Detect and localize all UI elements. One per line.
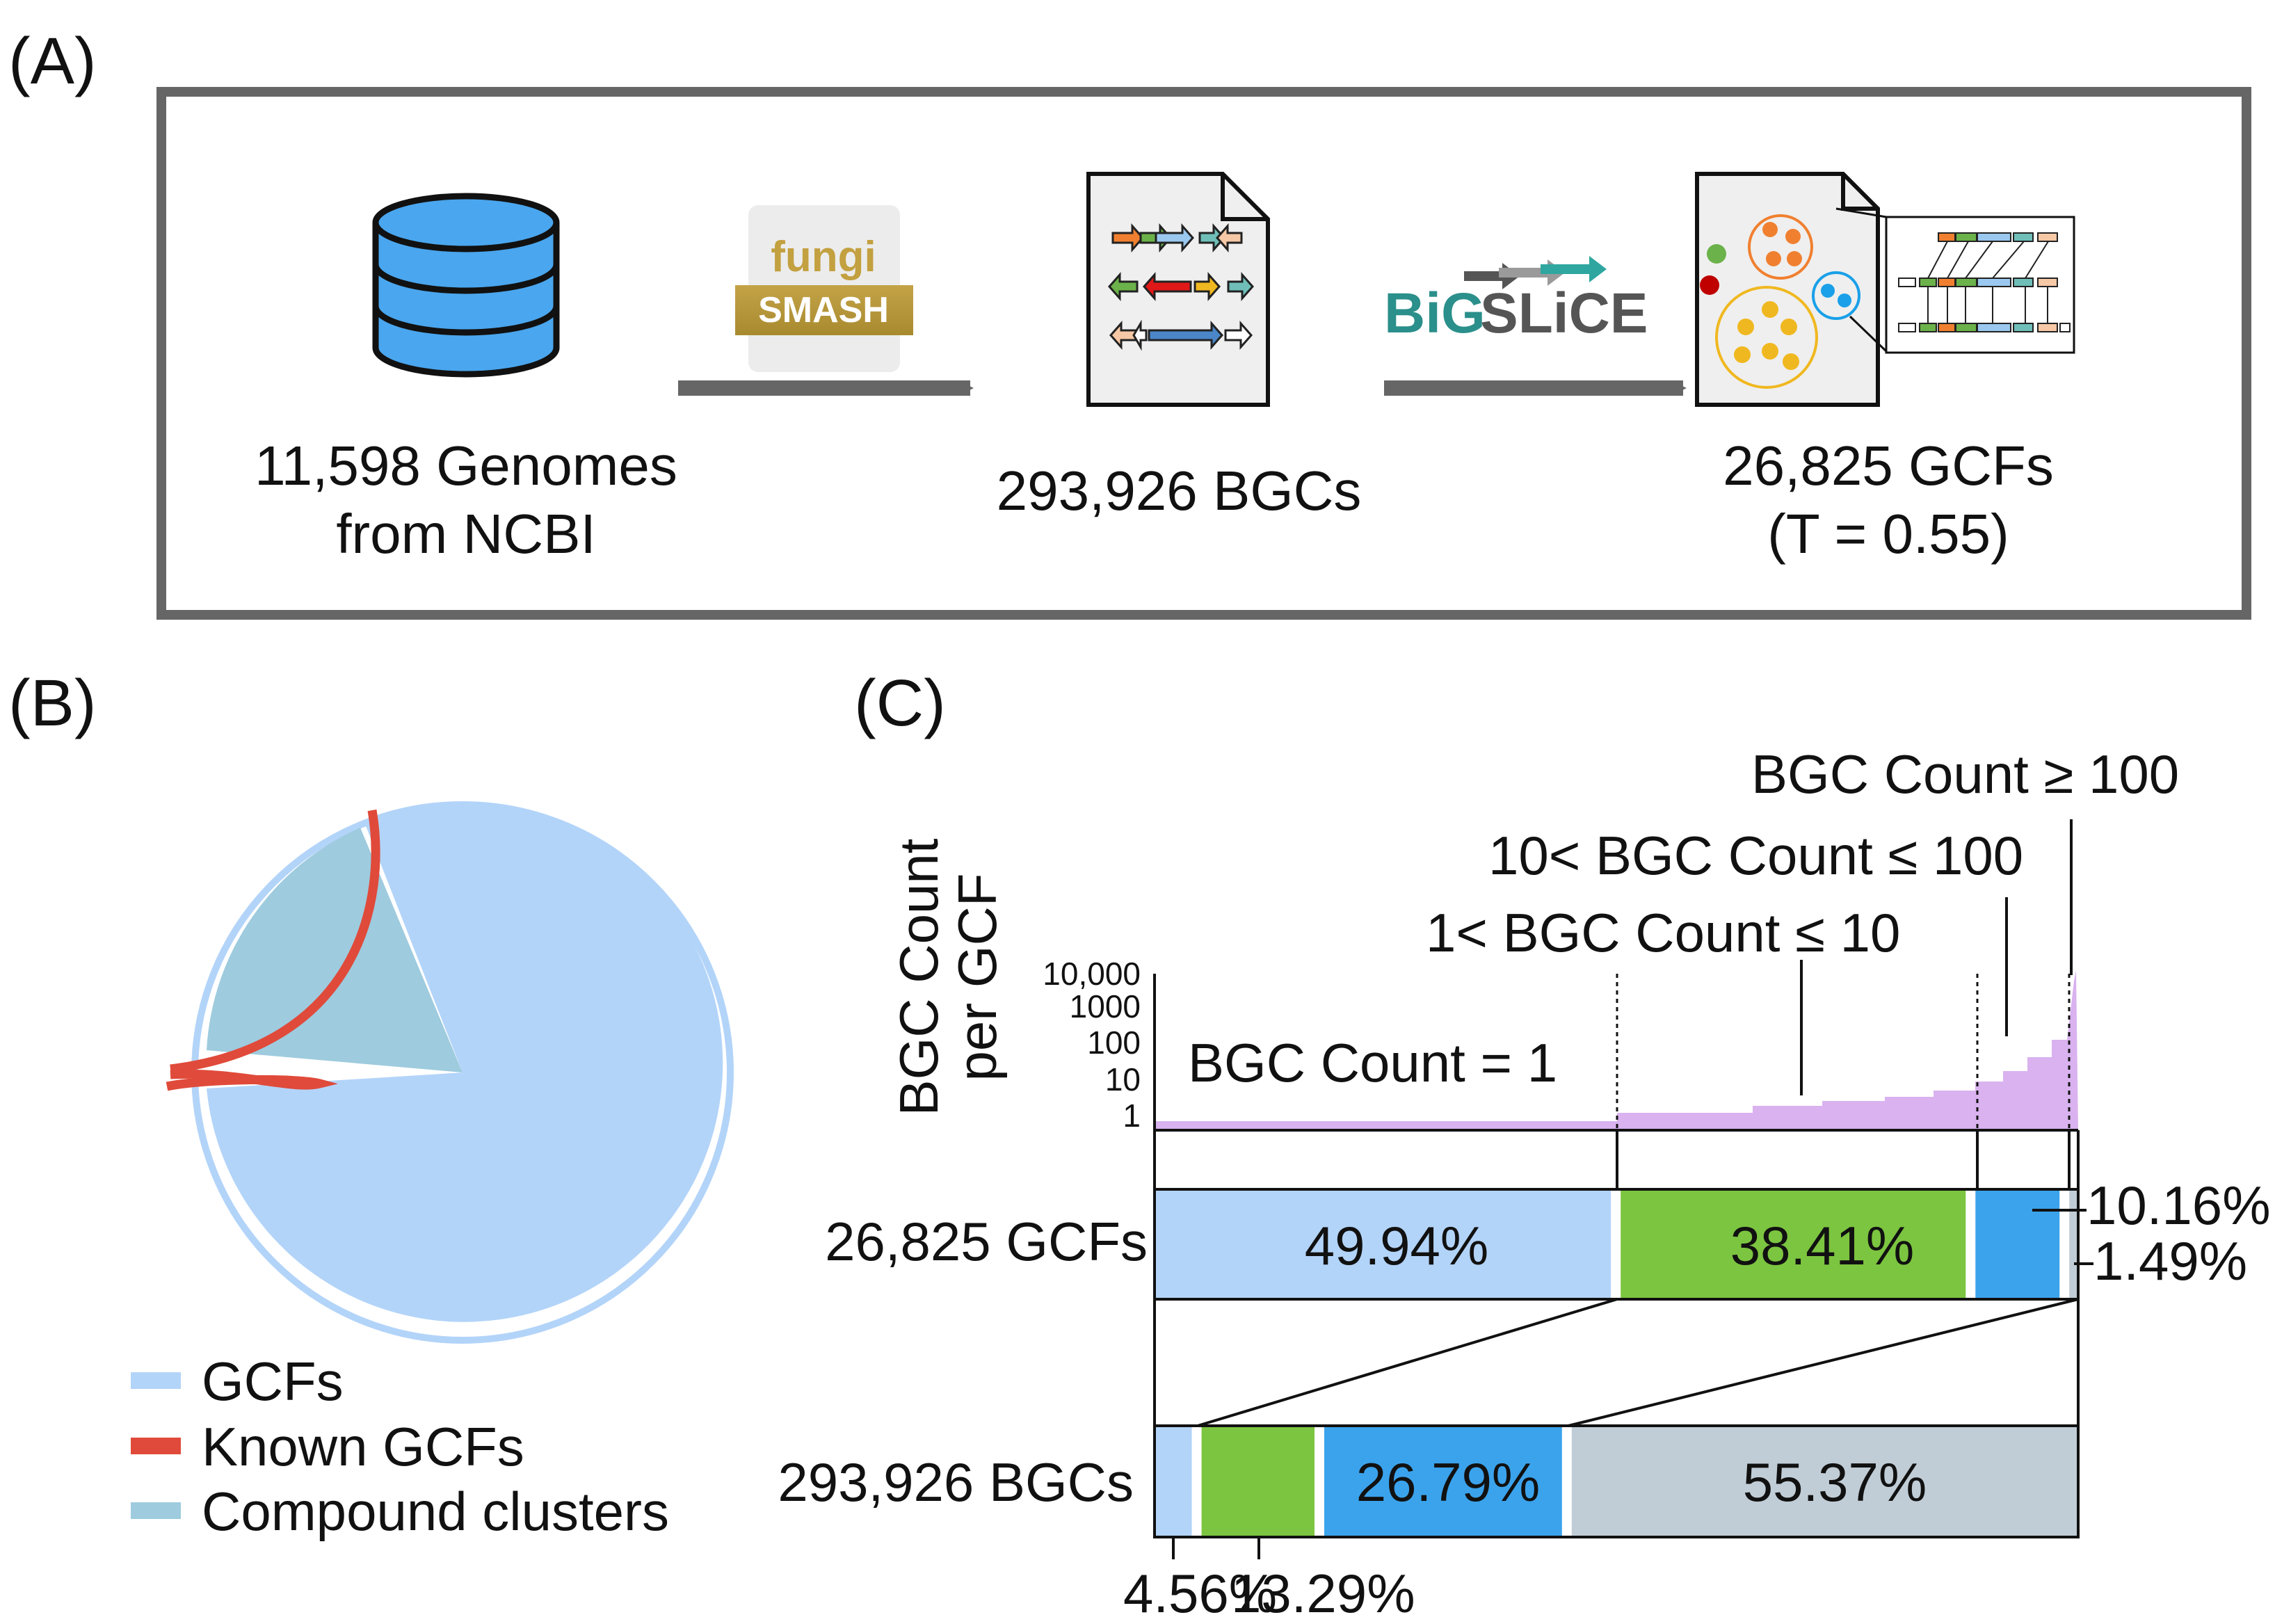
ylabel-line1: BGC Count bbox=[888, 838, 949, 1116]
ytick-10000: 10,000 bbox=[1043, 956, 1141, 992]
aligned-gene-rows bbox=[1898, 232, 2071, 332]
gcf-pct-b: 38.41% bbox=[1730, 1215, 1915, 1276]
legend-label-compound-clusters: Compound clusters bbox=[202, 1481, 669, 1542]
gcf-pct-d: 1.49% bbox=[2093, 1230, 2247, 1292]
pie-chart bbox=[166, 801, 734, 1344]
panel-a-label: (A) bbox=[8, 24, 97, 98]
category-label-ge100: BGC Count ≥ 100 bbox=[1751, 743, 2179, 805]
bgc-bar-segment-3 bbox=[1319, 1426, 1567, 1537]
bgc-bar-segment-1 bbox=[1155, 1426, 1197, 1537]
ytick-1000: 1000 bbox=[1070, 988, 1141, 1024]
bgcs-label: 293,926 BGCs bbox=[997, 460, 1362, 522]
gcf-pct-c: 10.16% bbox=[2087, 1175, 2271, 1236]
fungismash-logo-line1: fungi bbox=[771, 233, 876, 281]
legend-swatch-compound-clusters bbox=[131, 1502, 181, 1519]
mapping-lines bbox=[1153, 1298, 2080, 1427]
panel-a: (A) 11,598 Genomes from NCBI fungi SMASH bbox=[8, 24, 2251, 620]
category-label-1to10: 1< BGC Count ≤ 10 bbox=[1426, 902, 1900, 963]
category-label-eq1: BGC Count = 1 bbox=[1188, 1032, 1557, 1093]
gcf-bar-segment-2 bbox=[1616, 1189, 1971, 1299]
legend-label-known-gcfs: Known GCFs bbox=[202, 1416, 524, 1477]
bgc-row-label: 293,926 BGCs bbox=[778, 1452, 1134, 1513]
fungismash-logo-line2: SMASH bbox=[758, 290, 889, 330]
pie-legend: GCFs Known GCFs Compound clusters bbox=[131, 1351, 669, 1542]
bgc-bar-frame bbox=[1153, 1424, 2080, 1538]
gcfs-label-line1: 26,825 GCFs bbox=[1723, 435, 2054, 497]
gcf-pct-a: 49.94% bbox=[1305, 1215, 1489, 1276]
pie-slice-compound-clusters bbox=[207, 828, 463, 1072]
gene-arrows bbox=[1107, 223, 1255, 351]
bgc-pct-d: 55.37% bbox=[1743, 1452, 1927, 1513]
workflow-frame bbox=[156, 87, 2251, 620]
genomes-label-line1: 11,598 Genomes bbox=[255, 435, 677, 497]
legend-swatch-gcfs bbox=[131, 1372, 181, 1389]
bgc-bar-segment-4 bbox=[1566, 1426, 2078, 1537]
bigslice-logo: BiG SLiCE bbox=[1384, 256, 1648, 345]
panel-b-label: (B) bbox=[8, 666, 97, 740]
panel-b: (B) GCFs Known GCFs Compound clusters bbox=[8, 666, 734, 1542]
bgc-pct-a: 4.56% bbox=[1123, 1563, 1277, 1624]
bgc-bar-segment-2 bbox=[1196, 1426, 1320, 1537]
pie-slice-gcfs bbox=[207, 804, 723, 1322]
bgc-document-icon bbox=[1086, 172, 1270, 407]
gcf-bar-segment-1 bbox=[1155, 1189, 1616, 1299]
bgc-stacked-bar bbox=[1153, 1424, 2080, 1538]
gcf-bar-segment-3 bbox=[1970, 1189, 2065, 1299]
bgc-pct-c: 26.79% bbox=[1356, 1452, 1541, 1513]
panel-c-label: (C) bbox=[854, 666, 946, 740]
database-icon bbox=[372, 193, 560, 378]
ytick-1: 1 bbox=[1123, 1098, 1141, 1134]
legend-swatch-known-gcfs bbox=[131, 1438, 181, 1454]
known-gcfs-arc bbox=[166, 809, 380, 1091]
ytick-10: 10 bbox=[1105, 1061, 1141, 1098]
ytick-100: 100 bbox=[1087, 1024, 1141, 1061]
genomes-label-line2: from NCBI bbox=[336, 503, 595, 565]
gcf-stacked-bar bbox=[1153, 1188, 2080, 1301]
connector-box bbox=[1153, 1129, 2080, 1191]
gcf-row-label: 26,825 GCFs bbox=[825, 1211, 1148, 1272]
fungismash-logo: fungi SMASH bbox=[735, 205, 913, 372]
panel-c: (C) BGC Count per GCF 10,000 1000 100 10… bbox=[778, 666, 2270, 1624]
ylabel-line2: per GCF bbox=[947, 873, 1008, 1081]
bigslice-logo-part1: BiG bbox=[1384, 282, 1486, 345]
gcf-document-icon bbox=[1695, 172, 2075, 407]
bigslice-logo-part2: SLiCE bbox=[1480, 282, 1648, 345]
category-label-10to100: 10< BGC Count ≤ 100 bbox=[1488, 825, 2023, 886]
bgc-pct-b: 13.29% bbox=[1231, 1563, 1415, 1624]
gcfs-label-line2: (T = 0.55) bbox=[1767, 503, 2009, 565]
legend-label-gcfs: GCFs bbox=[202, 1351, 344, 1412]
distribution-area bbox=[1155, 970, 2078, 1130]
